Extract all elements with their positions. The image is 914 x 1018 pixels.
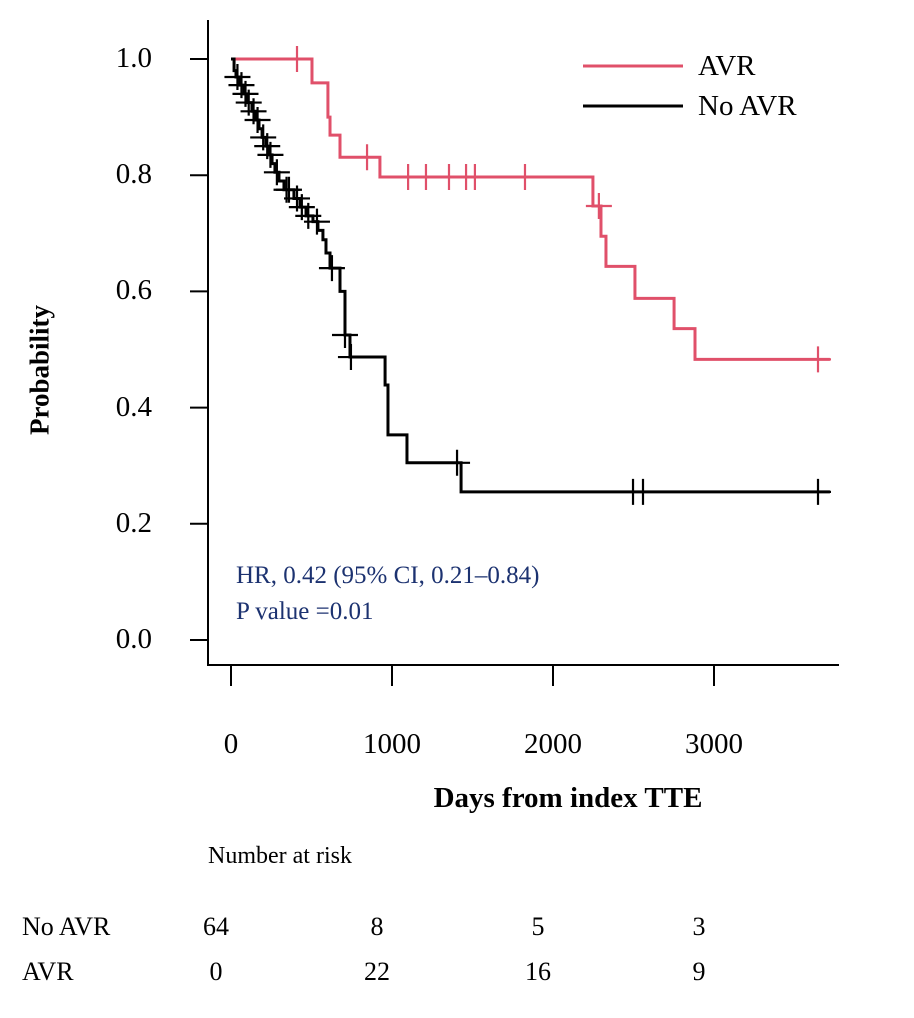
risk-cell: 9: [692, 957, 706, 986]
hazard-ratio-annotation: HR, 0.42 (95% CI, 0.21–0.84): [236, 562, 540, 589]
censor-mark-no-avr: [337, 344, 364, 371]
risk-row-label-avr: AVR: [22, 957, 74, 986]
censor-mark-no-avr: [303, 208, 330, 235]
km-curve-no-avr: [231, 57, 830, 494]
risk-cell: 5: [531, 912, 545, 941]
risk-row-label-no-avr: No AVR: [22, 912, 111, 941]
censor-mark-avr: [284, 46, 311, 72]
legend-label-no-avr: No AVR: [698, 90, 797, 122]
risk-cell: 64: [203, 912, 229, 941]
censor-mark-avr: [354, 144, 381, 171]
risk-cell: 0: [209, 957, 223, 986]
y-tick-label: 1.0: [115, 42, 152, 74]
y-tick-label: 0.8: [115, 158, 152, 191]
censor-mark-no-avr: [257, 141, 284, 168]
censor-mark-avr: [412, 163, 439, 190]
x-tick-label: 1000: [363, 728, 421, 760]
legend-label-avr: AVR: [698, 50, 756, 82]
censor-mark-avr: [461, 163, 488, 190]
y-axis-label: Probability: [24, 304, 55, 436]
censor-mark-no-avr: [244, 107, 271, 134]
y-tick-label: 0.6: [115, 274, 152, 307]
censor-mark-avr: [585, 192, 612, 219]
censor-mark-avr: [805, 346, 832, 373]
censor-mark-avr: [511, 163, 538, 190]
censor-mark-no-avr: [263, 159, 290, 186]
censor-mark-no-avr: [318, 255, 345, 282]
x-axis-label: Days from index TTE: [433, 782, 703, 814]
y-tick-label: 0.0: [115, 623, 152, 655]
y-tick-label: 0.2: [115, 506, 152, 539]
x-tick-label: 3000: [685, 728, 743, 760]
x-tick-label: 0: [223, 728, 239, 760]
km-curve-avr: [231, 57, 830, 361]
censor-mark-no-avr: [629, 478, 656, 505]
x-tick-label: 2000: [524, 728, 582, 760]
risk-cell: 22: [364, 957, 390, 986]
censor-mark-no-avr: [444, 449, 471, 476]
risk-cell: 8: [370, 912, 384, 941]
y-tick-label: 0.4: [115, 390, 152, 423]
p-value-annotation: P value =0.01: [236, 598, 374, 625]
risk-table-title: Number at risk: [208, 843, 352, 869]
censor-mark-no-avr: [805, 478, 832, 505]
risk-cell: 16: [525, 957, 551, 986]
censor-mark-no-avr: [331, 321, 358, 348]
risk-cell: 3: [692, 912, 706, 941]
